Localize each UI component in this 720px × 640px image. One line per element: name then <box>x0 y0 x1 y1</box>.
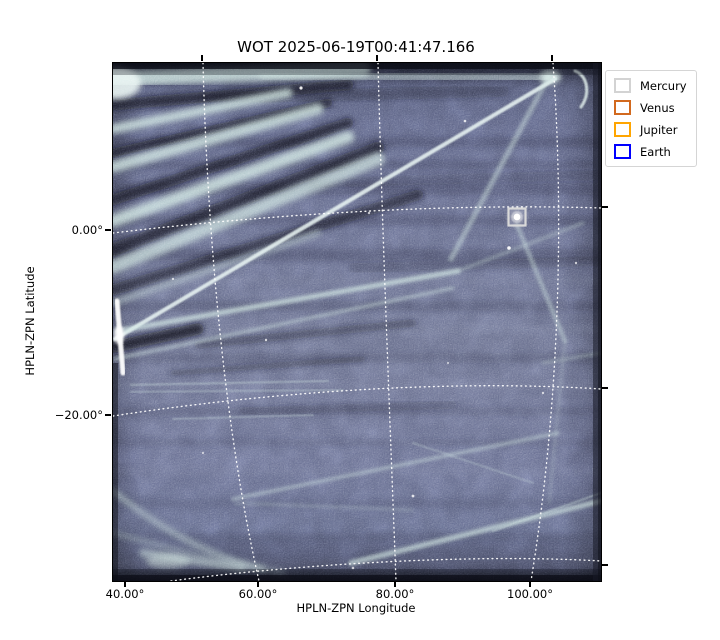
y-tick-right <box>602 564 608 566</box>
x-tick <box>257 581 259 587</box>
graticule-line <box>377 63 397 581</box>
image-edge-vignette <box>113 63 601 581</box>
y-tick-right <box>602 387 608 389</box>
x-tick-top <box>376 55 378 61</box>
jupiter-marker-swatch <box>614 122 631 137</box>
legend: Mercury Venus Jupiter Earth <box>605 70 697 167</box>
x-tick-top <box>201 55 203 61</box>
mercury-marker-swatch <box>614 78 631 93</box>
x-tick-label: 100.00° <box>507 587 553 601</box>
graticule-line <box>113 206 601 234</box>
y-tick-label: −20.00° <box>54 408 103 422</box>
legend-label: Jupiter <box>640 122 678 137</box>
plot-title: WOT 2025-06-19T00:41:47.166 <box>237 38 475 56</box>
graticule-line <box>170 557 601 581</box>
legend-label: Mercury <box>640 78 687 93</box>
image-canvas <box>113 63 601 581</box>
x-tick <box>124 581 126 587</box>
legend-item-mercury: Mercury <box>614 78 687 93</box>
graticule-line <box>113 385 601 417</box>
graticule-line <box>530 63 560 581</box>
planet-dot <box>513 213 521 221</box>
y-axis-label: HPLN-ZPN Latitude <box>23 266 37 376</box>
legend-item-earth: Earth <box>614 144 687 159</box>
legend-item-jupiter: Jupiter <box>614 122 687 137</box>
legend-label: Venus <box>640 100 675 115</box>
plot-image <box>112 62 602 582</box>
x-axis-label: HPLN-ZPN Longitude <box>296 601 416 615</box>
planet-marker-layer <box>506 206 528 228</box>
y-tick-right <box>602 206 608 208</box>
graticule-layer <box>113 63 601 581</box>
x-tick-label: 60.00° <box>238 587 278 601</box>
x-tick-label: 80.00° <box>375 587 415 601</box>
graticule-line <box>202 63 260 581</box>
legend-item-venus: Venus <box>614 100 687 115</box>
image-grain-noise-2 <box>113 63 601 581</box>
venus-marker-swatch <box>614 100 631 115</box>
x-tick-top <box>551 55 553 61</box>
x-tick-label: 40.00° <box>105 587 145 601</box>
x-tick <box>529 581 531 587</box>
y-tick-label: 0.00° <box>71 223 103 237</box>
planet-marker-box <box>507 207 527 227</box>
y-tick <box>105 229 111 231</box>
earth-marker-swatch <box>614 144 631 159</box>
y-tick <box>105 414 111 416</box>
x-tick <box>394 581 396 587</box>
legend-label: Earth <box>640 144 671 159</box>
